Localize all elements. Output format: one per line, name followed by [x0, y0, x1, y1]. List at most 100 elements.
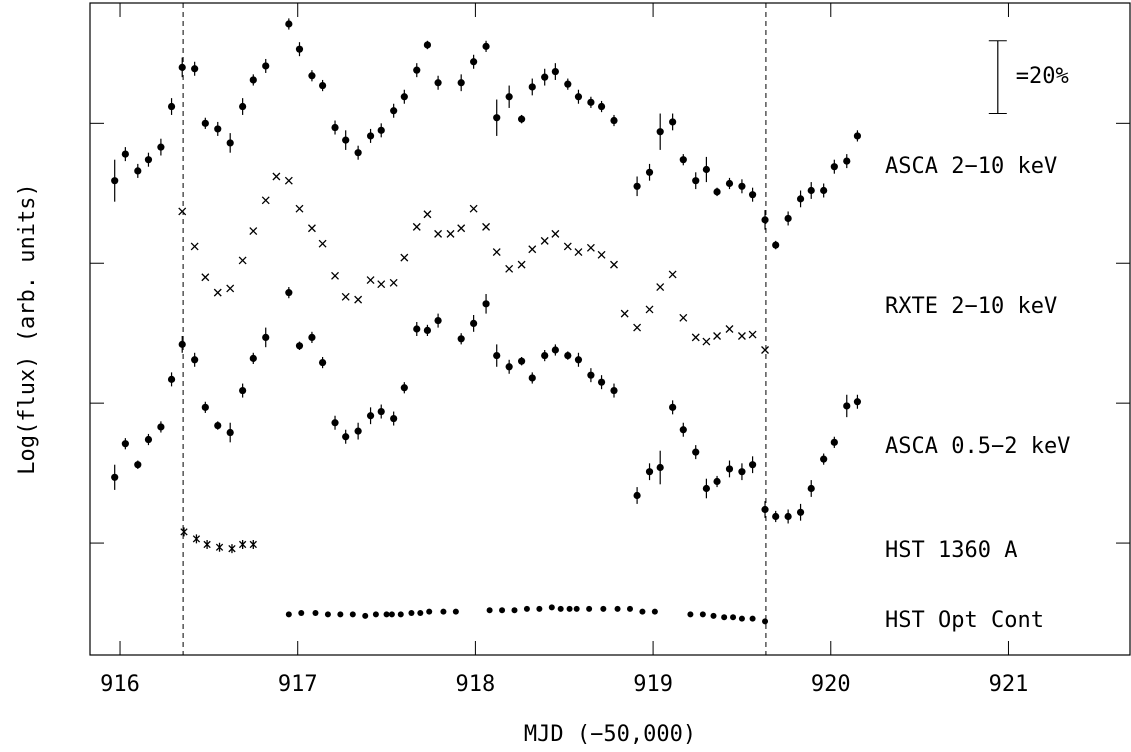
- data-point: [408, 610, 415, 617]
- data-point: [679, 426, 687, 434]
- data-point: [536, 605, 543, 612]
- data-point: [518, 115, 526, 123]
- data-point: [272, 172, 281, 181]
- data-point: [457, 79, 465, 87]
- data-point: [499, 607, 506, 614]
- data-point: [362, 612, 369, 619]
- data-point: [511, 607, 518, 614]
- data-point: [633, 491, 641, 500]
- data-point: [505, 363, 513, 371]
- data-point: [377, 280, 386, 289]
- data-point: [331, 419, 339, 427]
- data-point: [748, 461, 757, 469]
- data-point: [178, 340, 186, 348]
- data-point: [853, 398, 862, 406]
- data-point: [482, 42, 490, 50]
- data-point: [190, 242, 199, 251]
- data-point: [238, 256, 247, 265]
- data-point: [796, 508, 805, 516]
- data-point: [239, 386, 247, 395]
- data-point: [308, 72, 316, 80]
- data-point: [262, 62, 270, 70]
- data-point: [434, 317, 442, 325]
- data-point: [354, 427, 362, 435]
- data-point: [400, 253, 409, 262]
- x-tick-label: 917: [278, 672, 318, 697]
- data-point: [830, 163, 838, 171]
- plot-frame: [89, 2, 1131, 656]
- data-point: [807, 186, 815, 195]
- data-point: [761, 505, 769, 514]
- x-axis-label: MJD (−50,000): [524, 722, 696, 747]
- data-point: [390, 107, 398, 115]
- data-point: [191, 356, 199, 364]
- data-point: [295, 204, 304, 213]
- data-point: [523, 605, 530, 612]
- data-point: [587, 98, 595, 106]
- data-point: [713, 332, 722, 340]
- data-point: [540, 236, 549, 245]
- data-point: [331, 123, 339, 132]
- data-point: [318, 239, 327, 248]
- data-point: [457, 335, 465, 343]
- data-point: [413, 325, 421, 333]
- data-point: [702, 165, 710, 174]
- data-point: [597, 378, 606, 386]
- data-point: [201, 403, 209, 411]
- data-point: [679, 313, 688, 322]
- data-point: [820, 186, 828, 195]
- data-point: [574, 93, 583, 101]
- data-point: [307, 224, 316, 233]
- data-point: [557, 605, 564, 612]
- data-point: [725, 325, 734, 333]
- data-point: [669, 403, 677, 411]
- data-point: [144, 156, 153, 164]
- data-point: [366, 276, 375, 284]
- data-point: [434, 79, 442, 87]
- data-point: [397, 611, 404, 618]
- data-point: [656, 128, 664, 136]
- data-point: [440, 608, 447, 615]
- data-point: [452, 608, 459, 615]
- x-tick-label: 916: [100, 672, 140, 697]
- data-point: [144, 435, 153, 444]
- data-point: [121, 150, 129, 158]
- data-point: [423, 326, 432, 334]
- data-point: [372, 611, 379, 618]
- data-point: [633, 323, 642, 332]
- data-point: [843, 157, 851, 165]
- data-point: [337, 611, 344, 618]
- data-point: [692, 177, 700, 185]
- data-point: [226, 284, 235, 293]
- data-point: [692, 448, 700, 456]
- data-point: [548, 604, 555, 611]
- data-point: [215, 542, 224, 552]
- data-point: [518, 357, 526, 365]
- data-point: [807, 484, 815, 493]
- data-point: [738, 182, 746, 190]
- data-point: [566, 605, 573, 612]
- series-label: ASCA 0.5−2 keV: [885, 434, 1070, 459]
- data-point: [400, 93, 408, 101]
- data-point: [748, 191, 757, 199]
- data-point: [213, 288, 222, 297]
- x-tick-label: 920: [811, 672, 851, 697]
- data-point: [656, 463, 664, 472]
- data-point: [249, 354, 257, 362]
- data-point: [262, 333, 270, 341]
- data-point: [551, 67, 559, 76]
- data-point: [730, 614, 737, 621]
- data-point: [784, 512, 792, 521]
- data-point: [261, 196, 270, 205]
- data-point: [214, 125, 222, 133]
- data-point: [761, 216, 769, 224]
- data-point: [843, 402, 851, 410]
- data-point: [610, 116, 618, 125]
- data-point: [574, 248, 583, 257]
- data-point: [180, 527, 188, 537]
- data-point: [668, 270, 677, 279]
- data-point: [214, 421, 222, 430]
- data-point: [762, 618, 769, 625]
- data-point: [342, 433, 350, 441]
